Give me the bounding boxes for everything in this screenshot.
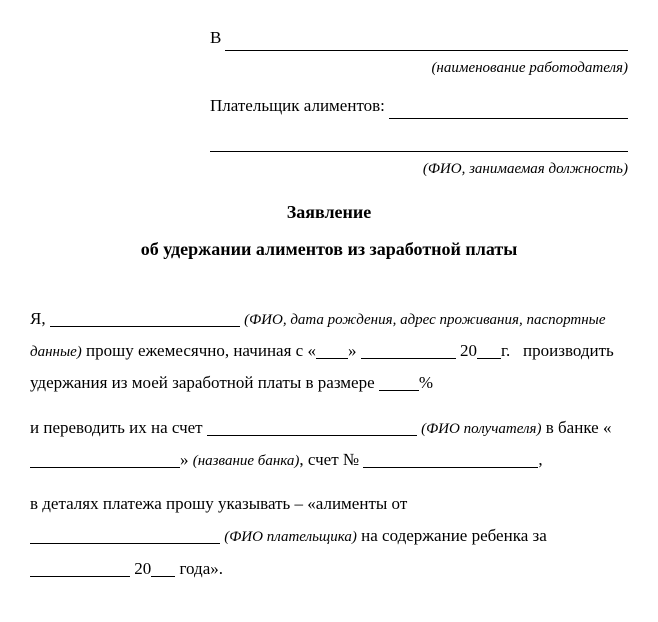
transfer-label: и переводить их на счет [30, 418, 203, 437]
subtitle: об удержании алиментов из заработной пла… [30, 236, 628, 263]
account-owner-blank[interactable] [207, 418, 417, 436]
close-quote-2: » [180, 450, 189, 469]
document: В (наименование работодателя) Плательщик… [0, 0, 658, 622]
amount-blank[interactable] [379, 373, 419, 391]
to-label: В [210, 25, 225, 51]
payer-line: Плательщик алиментов: [210, 93, 628, 119]
account-label: , счет № [299, 450, 359, 469]
para-3: в деталях платежа прошу указывать – «али… [30, 488, 628, 585]
i-label: Я, [30, 309, 46, 328]
percent: % [419, 373, 433, 392]
for-child: на содержание ребенка за [361, 526, 547, 545]
year-blank[interactable] [477, 341, 501, 359]
addressee-line: В [210, 25, 628, 51]
title: Заявление [30, 199, 628, 226]
in-bank: в банке [546, 418, 599, 437]
fio-blank[interactable] [50, 309, 240, 327]
payer-label: Плательщик алиментов: [210, 93, 389, 119]
para-1: Я, (ФИО, дата рождения, адрес проживания… [30, 303, 628, 400]
year2-blank[interactable] [151, 559, 175, 577]
year-prefix: 20 [460, 341, 477, 360]
year2-suffix: года». [180, 559, 224, 578]
payer-fio-hint: (ФИО плательщика) [224, 529, 357, 545]
bank-hint: (название банка) [193, 453, 300, 469]
bank-name-blank[interactable] [30, 450, 180, 468]
payer-hint: (ФИО, занимаемая должность) [210, 158, 628, 181]
close-quote-1: » [348, 341, 357, 360]
header-block: В (наименование работодателя) Плательщик… [30, 25, 628, 181]
ask-monthly: прошу ежемесячно, начиная с « [86, 341, 316, 360]
payer-line-2 [210, 133, 628, 153]
details-label: в деталях платежа прошу указывать – «али… [30, 494, 407, 513]
open-quote: « [603, 418, 612, 437]
payer-fio-blank[interactable] [30, 526, 220, 544]
payer-blank-2[interactable] [210, 133, 628, 153]
employer-hint: (наименование работодателя) [210, 57, 628, 80]
employer-blank[interactable] [225, 31, 628, 51]
body-block: Я, (ФИО, дата рождения, адрес проживания… [30, 303, 628, 585]
para-2: и переводить их на счет (ФИО получателя)… [30, 412, 628, 477]
day-blank[interactable] [316, 341, 348, 359]
month-blank[interactable] [361, 341, 456, 359]
year-suffix: г. [501, 341, 510, 360]
payer-blank-1[interactable] [389, 99, 628, 119]
comma: , [538, 450, 542, 469]
year2-prefix: 20 [134, 559, 151, 578]
recipient-hint: (ФИО получателя) [421, 421, 541, 437]
month2-blank[interactable] [30, 559, 130, 577]
account-no-blank[interactable] [363, 450, 538, 468]
